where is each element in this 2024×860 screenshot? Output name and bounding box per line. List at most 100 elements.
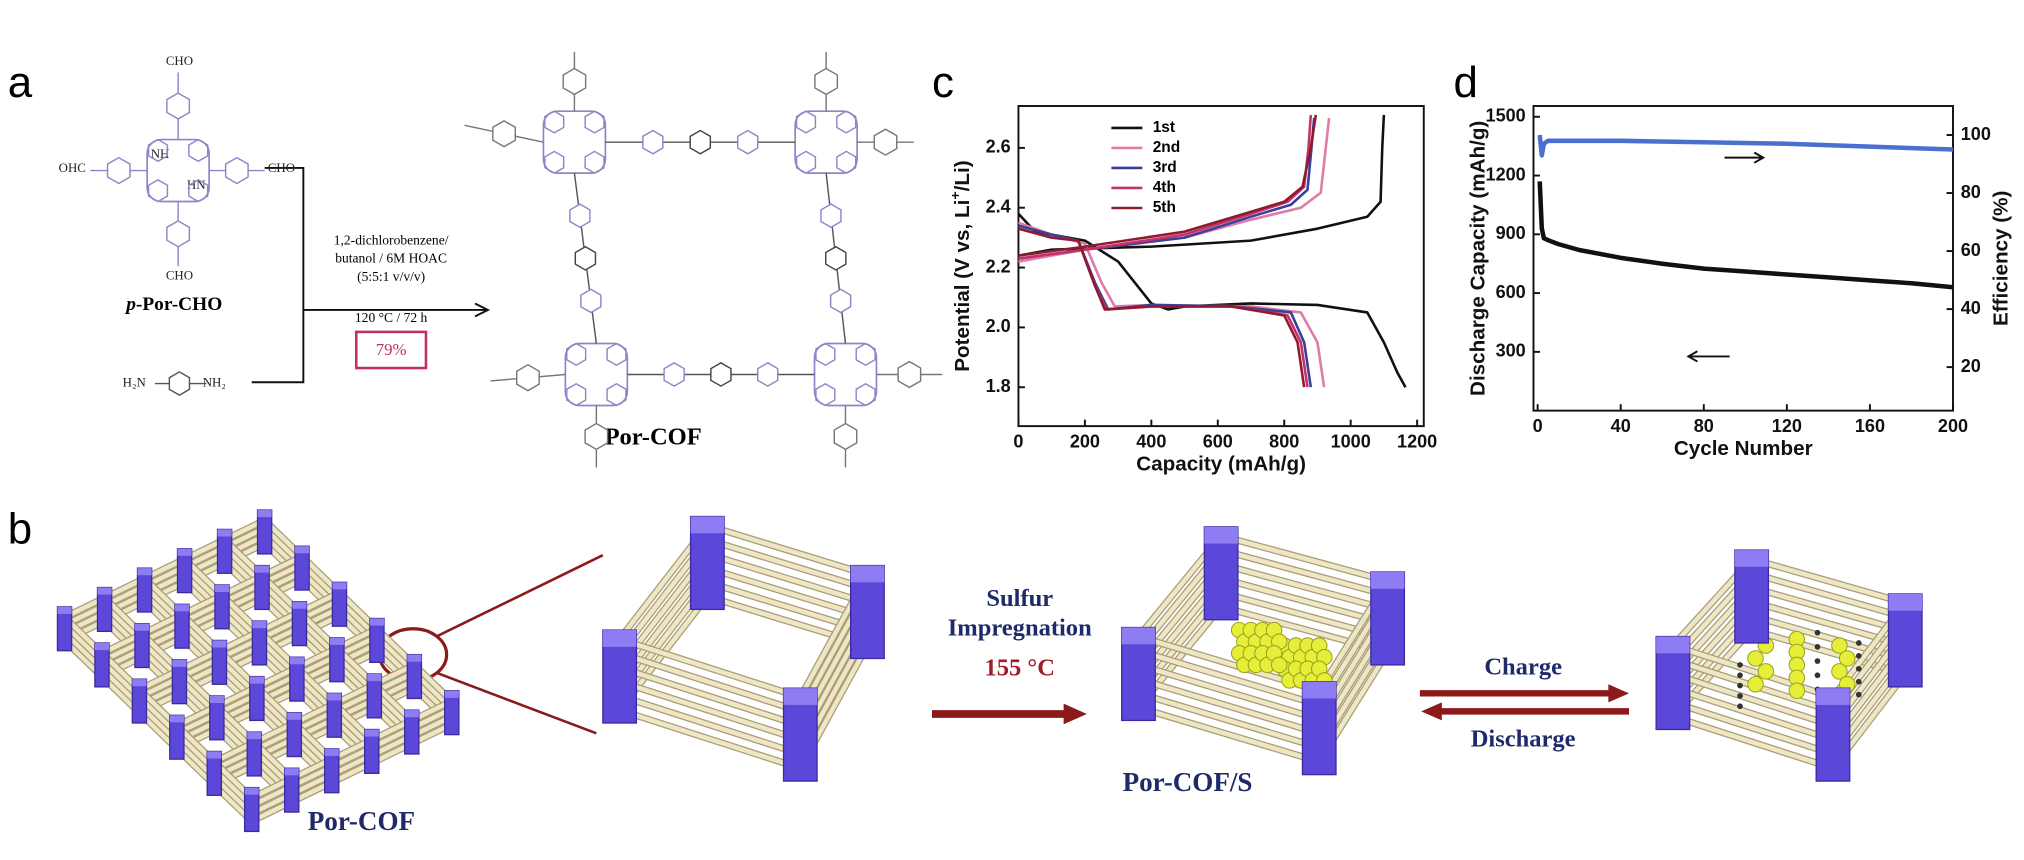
block-top — [209, 695, 224, 704]
block-top — [364, 729, 379, 737]
polysulfide — [1814, 658, 1821, 664]
rod — [706, 565, 869, 620]
rod — [1672, 700, 1834, 757]
phenyl — [168, 371, 191, 396]
phenyl — [689, 129, 712, 155]
phenyl — [756, 362, 779, 387]
polysulfide — [1737, 703, 1743, 710]
polysulfide — [1737, 662, 1743, 668]
rod — [1220, 562, 1389, 612]
y-axis-label: Potential (V vs, Li+/Li) — [948, 160, 975, 371]
rod — [1137, 662, 1320, 722]
block-top — [1656, 636, 1690, 654]
block-top — [249, 676, 264, 684]
panel-label: b — [8, 505, 32, 554]
chart: 0 200 400 600 800 1000 1200 1.8 2.0 2.2 2.4 2.6 Capa… — [948, 105, 1437, 475]
step-label: Impregnation — [948, 615, 1092, 642]
pyrrole — [606, 382, 627, 407]
phenyl — [516, 363, 540, 392]
rod — [1137, 705, 1320, 764]
phenyl — [897, 360, 922, 389]
block-top — [332, 582, 347, 590]
pyrrole — [815, 382, 836, 407]
pyrrole — [584, 110, 605, 134]
block-top — [602, 630, 637, 647]
rod — [1137, 676, 1320, 736]
polysulfide — [1737, 693, 1743, 699]
rod — [706, 537, 869, 591]
block-top — [444, 690, 459, 698]
name: -Por-CHO — [136, 295, 222, 316]
y-tick-label: 1500 — [1486, 106, 1526, 126]
zoom-line — [435, 671, 597, 735]
discharge-label: Discharge — [1471, 726, 1576, 753]
x-tick-label: 1200 — [1397, 432, 1437, 452]
y2-tick-label: 40 — [1961, 298, 1981, 318]
block-top — [177, 548, 192, 556]
block-top — [244, 787, 259, 795]
pyrrole — [836, 110, 857, 134]
chart: 0 40 80 120 160 200 300 600 900 1200 1500 20 40 60 80 1… — [1467, 105, 2013, 460]
block-top — [132, 679, 147, 687]
block-top — [289, 657, 304, 665]
zoom-line — [435, 554, 604, 638]
block-top — [1734, 550, 1769, 567]
block-top — [254, 565, 270, 573]
block-top — [97, 587, 112, 595]
sulfur — [1747, 650, 1764, 667]
x-tick-label: 400 — [1136, 432, 1166, 452]
sulfur — [1757, 663, 1775, 680]
block-top — [247, 732, 262, 740]
charge-label: Charge — [1484, 653, 1562, 680]
phenyl — [833, 422, 858, 451]
y2-axis-label: Efficiency (%) — [1990, 191, 2013, 326]
pyrrole — [544, 110, 565, 134]
phenyl — [166, 220, 191, 248]
block-top — [783, 688, 818, 705]
pyrrole — [544, 150, 565, 174]
y-axis-label: Discharge Capacity (mAh/g) — [1467, 121, 1490, 396]
phenyl — [584, 422, 609, 451]
sulfur — [1831, 663, 1848, 680]
x-tick-label: 200 — [1070, 432, 1100, 452]
rod — [1751, 556, 1906, 606]
aldehyde: CHO — [268, 161, 295, 175]
block-top — [1204, 526, 1238, 544]
pyrrole — [855, 342, 876, 367]
annotation-arrow — [1686, 350, 1730, 363]
pyrrole — [836, 150, 857, 174]
block-top — [292, 601, 307, 609]
polysulfide — [1855, 691, 1862, 698]
yield: 79% — [376, 340, 407, 359]
pyrrole — [566, 342, 587, 367]
product-name: Por-COF — [605, 424, 702, 451]
block-top — [329, 637, 345, 645]
porphyrin-core — [564, 342, 629, 407]
condition: 1,2-dichlorobenzene/ — [334, 233, 449, 248]
x-tick-label: 0 — [1533, 416, 1543, 436]
annotation-arrow — [1724, 151, 1766, 164]
pyrrole — [188, 179, 209, 203]
rod — [1137, 691, 1320, 750]
rod — [618, 665, 801, 728]
pyrrole — [855, 382, 876, 407]
rod — [618, 636, 801, 700]
phenyl — [829, 288, 852, 314]
rod — [618, 693, 801, 757]
pyrrole — [795, 150, 817, 174]
block-top — [367, 673, 382, 682]
phenyl — [663, 362, 685, 387]
reaction-arrow — [303, 302, 491, 318]
block-top — [174, 604, 190, 612]
block-top — [257, 510, 272, 518]
phenyl — [580, 288, 602, 314]
legend-label: 2nd — [1153, 139, 1181, 156]
prefix: p — [124, 295, 136, 316]
x-tick-label: 80 — [1694, 416, 1714, 436]
condition: (5:5:1 v/v/v) — [357, 269, 425, 285]
legend-label: 1st — [1153, 119, 1175, 136]
block-top — [690, 516, 725, 534]
x-tick-label: 120 — [1772, 416, 1802, 436]
rod — [1672, 686, 1834, 742]
block-top — [57, 606, 72, 614]
